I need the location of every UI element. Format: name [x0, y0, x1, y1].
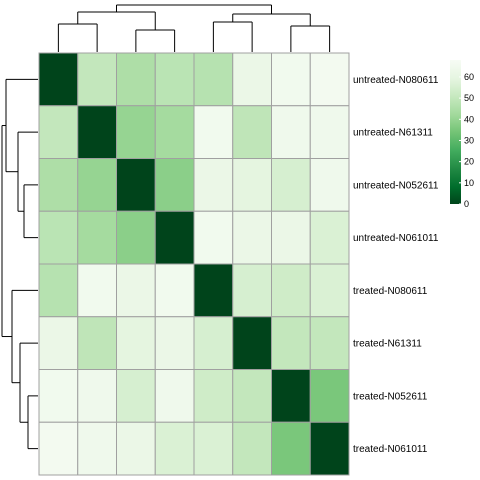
row-label: untreated-N080611 [353, 75, 439, 86]
heatmap-cell-r1-c0 [38, 105, 79, 159]
heatmap-cell-r4-c1 [77, 263, 117, 318]
heatmap-cell-r5-c5 [232, 316, 272, 370]
heatmap-cell-r6-c7 [309, 369, 350, 423]
row-label: untreated-N061011 [353, 233, 439, 244]
heatmap-cell-r4-c6 [271, 263, 311, 318]
heatmap-cell-r6-c4 [193, 369, 234, 423]
heatmap-cell-r5-c7 [309, 316, 350, 370]
heatmap-cell-r2-c0 [38, 158, 79, 212]
heatmap-cell-r2-c1 [77, 158, 117, 212]
heatmap-cell-r6-c2 [116, 369, 156, 423]
heatmap-cell-r2-c4 [193, 158, 234, 212]
row-label: untreated-N61311 [353, 128, 433, 139]
heatmap-cell-r1-c6 [271, 105, 311, 159]
heatmap-cell-r1-c2 [116, 105, 156, 159]
heatmap-cell-r0-c5 [232, 52, 272, 107]
heatmap-cell-r2-c6 [271, 158, 311, 212]
heatmap-cell-r0-c0 [38, 52, 79, 107]
legend-tick-label: 60 [464, 72, 474, 82]
heatmap-cell-r6-c1 [77, 369, 117, 423]
heatmap-cell-r3-c5 [232, 210, 272, 265]
column-dendrogram [57, 4, 331, 52]
heatmap-cell-r2-c5 [232, 158, 272, 212]
heatmap-cell-r7-c5 [232, 421, 272, 476]
heatmap-cell-r4-c3 [154, 263, 195, 318]
legend-tick-label: 10 [464, 178, 474, 188]
row-label: treated-N61311 [353, 339, 422, 350]
heatmap-cell-r7-c1 [77, 421, 117, 476]
legend-ticks: 0 10 20 30 40 50 60 [459, 72, 474, 209]
heatmap-cell-r5-c4 [193, 316, 234, 370]
legend-tick-label: 50 [464, 93, 474, 103]
row-label: treated-N061011 [353, 444, 428, 455]
heatmap-cell-r0-c6 [271, 52, 311, 107]
legend-tick-label: 20 [464, 157, 474, 167]
heatmap-cell-r3-c3 [154, 210, 195, 265]
heatmap-cell-r6-c0 [38, 369, 79, 423]
heatmap-cell-r3-c4 [193, 210, 234, 265]
heatmap-cell-r1-c4 [193, 105, 234, 159]
heatmap-cell-r1-c5 [232, 105, 272, 159]
heatmap-cell-r0-c3 [154, 52, 195, 107]
heatmap-cell-r0-c2 [116, 52, 156, 107]
legend-color-bar [450, 60, 461, 204]
legend-tick-label: 0 [464, 199, 469, 209]
color-legend: 0 10 20 30 40 50 60 [450, 60, 474, 209]
heatmap-cell-r5-c6 [271, 316, 311, 370]
row-label: treated-N052611 [353, 391, 428, 402]
heatmap-cell-r1-c1 [77, 105, 117, 159]
heatmap-cell-r1-c3 [154, 105, 195, 159]
heatmap-cell-r4-c7 [309, 263, 350, 318]
heatmap-cell-r3-c0 [38, 210, 79, 265]
heatmap-cell-r5-c1 [77, 316, 117, 370]
heatmap-cell-r7-c6 [271, 421, 311, 476]
heatmap-cell-r2-c3 [154, 158, 195, 212]
heatmap-cell-r4-c0 [38, 263, 79, 318]
heatmap-cell-r0-c7 [309, 52, 350, 107]
heatmap-cell-r6-c6 [271, 369, 311, 423]
row-label: treated-N080611 [353, 286, 428, 297]
heatmap-cell-r0-c4 [193, 52, 234, 107]
heatmap-cell-r4-c2 [116, 263, 156, 318]
heatmap-cell-r2-c7 [309, 158, 350, 212]
heatmap-cell-r5-c0 [38, 316, 79, 370]
heatmap-cell-r3-c7 [309, 210, 350, 265]
heatmap-cell-r7-c2 [116, 421, 156, 476]
heatmap-cell-r5-c2 [116, 316, 156, 370]
row-dendrogram [1, 78, 38, 450]
heatmap-cell-r7-c7 [309, 421, 350, 476]
heatmap-cell-r6-c5 [232, 369, 272, 423]
heatmap-cell-r5-c3 [154, 316, 195, 370]
heatmap-cell-r7-c0 [38, 421, 79, 476]
heatmap-cell-r3-c2 [116, 210, 156, 265]
heatmap-cell-r7-c3 [154, 421, 195, 476]
heatmap-cell-r6-c3 [154, 369, 195, 423]
heatmap-cell-r4-c4 [193, 263, 234, 318]
heatmap-cell-r3-c6 [271, 210, 311, 265]
heatmap-cell-r1-c7 [309, 105, 350, 159]
heatmap-cell-r0-c1 [77, 52, 117, 107]
heatmap-cell-r7-c4 [193, 421, 234, 476]
row-labels: untreated-N080611 untreated-N61311 untreat… [353, 75, 439, 455]
heatmap-cell-r4-c5 [232, 263, 272, 318]
legend-tick-label: 30 [464, 135, 474, 145]
heatmap-cells [38, 52, 350, 476]
row-label: untreated-N052611 [353, 180, 439, 191]
legend-tick-label: 40 [464, 114, 474, 124]
heatmap-cell-r3-c1 [77, 210, 117, 265]
heatmap-cell-r2-c2 [116, 158, 156, 212]
